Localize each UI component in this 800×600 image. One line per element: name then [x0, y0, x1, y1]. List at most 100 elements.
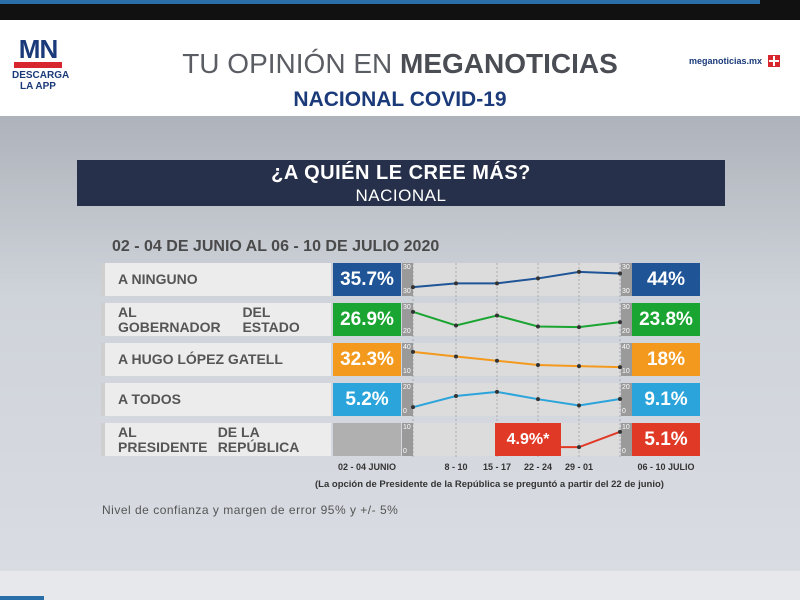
scale-bottom: 0 — [403, 408, 407, 415]
data-point — [495, 358, 499, 363]
data-point — [495, 389, 499, 394]
first-value-box: 26.9% — [333, 303, 401, 336]
scale-bottom: 10 — [403, 368, 411, 375]
chart-note: (La opción de Presidente de la República… — [315, 479, 664, 490]
scale-bottom: 0 — [622, 448, 626, 455]
last-value-box: 23.8% — [632, 303, 700, 336]
series-label: AL GOBERNADOR DEL ESTADO — [118, 303, 331, 336]
scale-top: 40 — [622, 344, 630, 351]
page-title: TU OPINIÓN EN MEGANOTICIAS — [0, 48, 800, 80]
scale-top: 20 — [622, 384, 630, 391]
row-cap — [101, 423, 105, 456]
series-line — [412, 270, 621, 289]
scale-top: 10 — [403, 424, 411, 431]
series-label-line1: A TODOS — [118, 391, 182, 407]
logo-cta: DESCARGA LA APP — [12, 70, 70, 92]
first-value-box: 5.2% — [333, 383, 401, 416]
right-scale: 30 30 — [621, 263, 632, 296]
first-value-box — [333, 423, 401, 456]
scale-bottom: 30 — [622, 288, 630, 295]
series-label-line2: DE LA REPÚBLICA — [217, 423, 300, 455]
mid-value-box: 4.9%* — [495, 423, 561, 456]
bottom-accent — [0, 596, 44, 600]
data-point — [495, 313, 499, 318]
data-point — [454, 323, 458, 328]
data-point — [618, 396, 622, 401]
row-cap — [101, 263, 105, 296]
left-scale: 10 0 — [402, 423, 413, 456]
first-value-box: 35.7% — [333, 263, 401, 296]
data-point — [577, 325, 581, 330]
scale-top: 40 — [403, 344, 411, 351]
series-row-label: AL PRESIDENTE DE LA REPÚBLICA — [101, 423, 331, 456]
scale-bottom: 0 — [622, 408, 626, 415]
row-cap — [101, 303, 105, 336]
series-row-label: A NINGUNO — [101, 263, 331, 296]
scale-top: 20 — [403, 384, 411, 391]
right-scale: 10 0 — [621, 423, 632, 456]
series-track — [413, 383, 620, 416]
data-point — [495, 281, 499, 286]
meganoticias-logo[interactable]: MN DESCARGA LA APP — [12, 34, 70, 92]
bottom-bar — [0, 571, 800, 600]
title-part2: MEGANOTICIAS — [400, 48, 618, 79]
left-scale: 30 30 — [402, 263, 413, 296]
header: MN DESCARGA LA APP TU OPINIÓN EN MEGANOT… — [0, 20, 800, 116]
data-point — [577, 445, 581, 450]
data-point — [618, 271, 622, 276]
scale-top: 30 — [622, 304, 630, 311]
chart-title-box: ¿A QUIÉN LE CREE MÁS? NACIONAL — [77, 160, 725, 206]
right-scale: 40 10 — [621, 343, 632, 376]
row-cap — [101, 383, 105, 416]
scale-bottom: 10 — [622, 368, 630, 375]
chart-subtitle: NACIONAL — [355, 186, 447, 205]
right-scale: 30 20 — [621, 303, 632, 336]
chart-title: ¿A QUIÉN LE CREE MÁS? — [271, 162, 531, 184]
series-label-line1: A NINGUNO — [118, 271, 198, 287]
data-point — [618, 320, 622, 325]
series-label: AL PRESIDENTE DE LA REPÚBLICA — [118, 423, 331, 456]
series-label: A TODOS — [118, 383, 181, 416]
data-point — [536, 397, 540, 402]
first-value-box: 32.3% — [333, 343, 401, 376]
logo-cta-line1: DESCARGA — [12, 70, 70, 81]
series-line — [412, 390, 621, 409]
series-row-label: A TODOS — [101, 383, 331, 416]
series-label: A NINGUNO — [118, 263, 198, 296]
data-point — [411, 405, 415, 410]
series-label-line2: DEL ESTADO — [242, 303, 300, 335]
series-label-line1: AL PRESIDENTE — [118, 423, 208, 455]
x-tick-label: 29 - 01 — [564, 462, 594, 472]
data-point — [536, 324, 540, 329]
scale-bottom: 30 — [403, 288, 411, 295]
scale-top: 10 — [622, 424, 630, 431]
row-cap — [101, 343, 105, 376]
data-point — [454, 281, 458, 286]
series-line — [412, 310, 621, 329]
page-subtitle: NACIONAL COVID-19 — [293, 88, 507, 111]
top-accent — [0, 0, 760, 4]
last-value-box: 18% — [632, 343, 700, 376]
data-point — [618, 365, 622, 370]
data-point — [411, 309, 415, 314]
logo-mn: MN — [18, 34, 58, 64]
plus-icon — [768, 55, 780, 67]
data-point — [536, 363, 540, 368]
x-tick-label: 15 - 17 — [482, 462, 512, 472]
left-scale: 40 10 — [402, 343, 413, 376]
series-label-line1: A HUGO LÓPEZ GATELL — [118, 351, 283, 367]
data-point — [454, 354, 458, 359]
right-scale: 20 0 — [621, 383, 632, 416]
series-track — [413, 303, 620, 336]
series-track — [413, 263, 620, 296]
date-range: 02 - 04 DE JUNIO AL 06 - 10 DE JULIO 202… — [112, 238, 440, 255]
top-bar — [0, 0, 800, 20]
series-label: A HUGO LÓPEZ GATELL — [118, 343, 283, 376]
data-point — [577, 364, 581, 369]
site-url[interactable]: meganoticias.mx — [688, 56, 762, 66]
series-track — [413, 343, 620, 376]
x-tick-label: 22 - 24 — [523, 462, 553, 472]
series-row-label: AL GOBERNADOR DEL ESTADO — [101, 303, 331, 336]
data-point — [411, 285, 415, 290]
